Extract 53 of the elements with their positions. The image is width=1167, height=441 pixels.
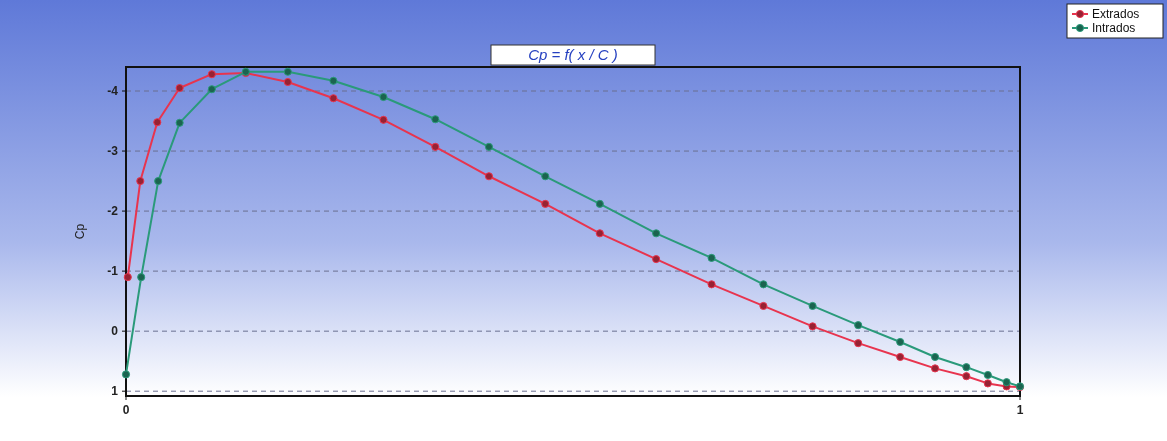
point	[983, 370, 992, 380]
point	[329, 76, 338, 85]
point	[283, 77, 292, 87]
point	[283, 67, 292, 76]
y-tick-label: 1	[111, 384, 119, 399]
point	[123, 273, 132, 282]
point	[931, 352, 940, 362]
point	[484, 172, 494, 181]
point	[707, 280, 716, 289]
legend-label: Extrados	[1092, 7, 1140, 22]
point	[759, 301, 768, 311]
point	[175, 118, 184, 127]
point	[595, 199, 604, 208]
point	[431, 115, 440, 124]
point	[1002, 378, 1011, 387]
point	[431, 142, 440, 151]
point	[379, 92, 388, 102]
point	[329, 94, 338, 103]
point	[136, 177, 145, 186]
point	[652, 229, 661, 238]
point	[707, 253, 716, 262]
point	[541, 172, 550, 181]
point	[484, 142, 494, 151]
point	[983, 379, 992, 388]
point	[854, 339, 863, 348]
chart-title: Cp = f( x / C )	[528, 46, 618, 63]
point	[541, 199, 550, 208]
point	[595, 229, 604, 238]
point	[137, 273, 146, 282]
point	[154, 177, 163, 186]
point	[962, 363, 971, 372]
point	[153, 118, 162, 127]
point	[808, 322, 817, 331]
point	[962, 372, 971, 381]
y-tick-label: -4	[107, 84, 119, 99]
point	[175, 83, 184, 93]
legend-label: Intrados	[1092, 21, 1136, 36]
point	[121, 370, 131, 379]
point	[854, 321, 863, 330]
point	[207, 85, 216, 94]
y-axis-title: Cp	[73, 223, 87, 240]
point	[207, 70, 216, 79]
point	[759, 280, 768, 289]
y-tick-label: 0	[111, 324, 119, 339]
point	[379, 115, 388, 124]
y-tick-label: -1	[107, 264, 119, 279]
point	[931, 364, 940, 373]
y-tick-label: -3	[107, 144, 119, 159]
point	[808, 301, 817, 311]
y-tick-label: -2	[107, 204, 119, 219]
point	[896, 352, 905, 362]
point	[896, 337, 905, 347]
point	[652, 255, 661, 264]
